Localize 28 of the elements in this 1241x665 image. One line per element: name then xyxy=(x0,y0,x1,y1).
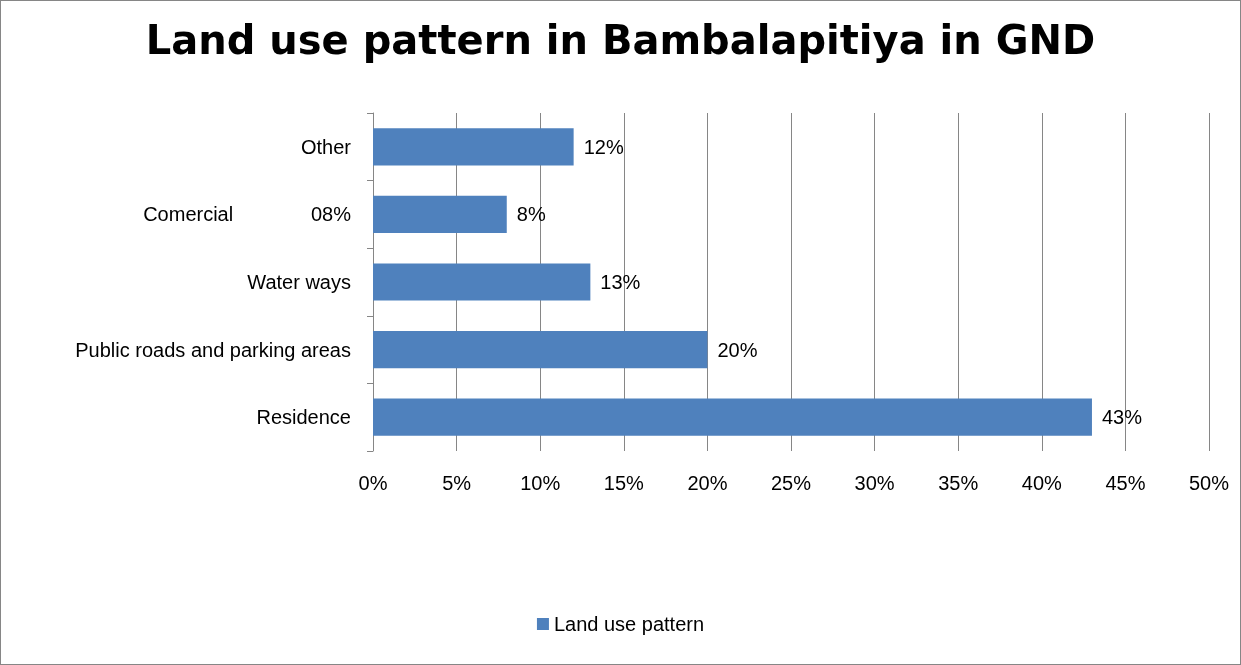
bar xyxy=(373,398,1092,436)
y-tick-label: Water ways xyxy=(247,271,351,293)
y-tick-label: Other xyxy=(300,135,352,158)
legend-label: Land use pattern xyxy=(553,613,705,635)
x-tick-label: 20% xyxy=(687,472,728,494)
data-label: 20% xyxy=(717,338,758,361)
data-label: 13% xyxy=(600,271,641,293)
x-tick-label: 0% xyxy=(358,472,388,494)
bar xyxy=(373,331,708,369)
y-tick-label: Public roads and parking areas xyxy=(75,338,351,361)
chart-title: Land use pattern in Bambalapitiya in GND xyxy=(145,17,1096,63)
x-tick-label: 50% xyxy=(1188,472,1230,494)
data-label: 12% xyxy=(583,135,624,158)
x-tick-label: 10% xyxy=(520,472,561,494)
data-label: 43% xyxy=(1101,406,1143,429)
data-label: 8% xyxy=(516,203,546,226)
bar xyxy=(373,195,507,233)
x-tick-label: 30% xyxy=(854,472,895,494)
y-tick-label: Comercial 08% xyxy=(143,203,352,226)
x-tick-label: 15% xyxy=(603,472,645,494)
x-tick-label: 25% xyxy=(770,472,812,494)
x-tick-label: 40% xyxy=(1021,472,1063,494)
x-tick-label: 5% xyxy=(442,472,472,494)
bar xyxy=(373,263,591,301)
y-tick-label: Residence xyxy=(256,406,351,429)
bar xyxy=(373,128,574,166)
x-tick-label: 45% xyxy=(1105,472,1146,494)
x-tick-label: 35% xyxy=(938,472,979,494)
